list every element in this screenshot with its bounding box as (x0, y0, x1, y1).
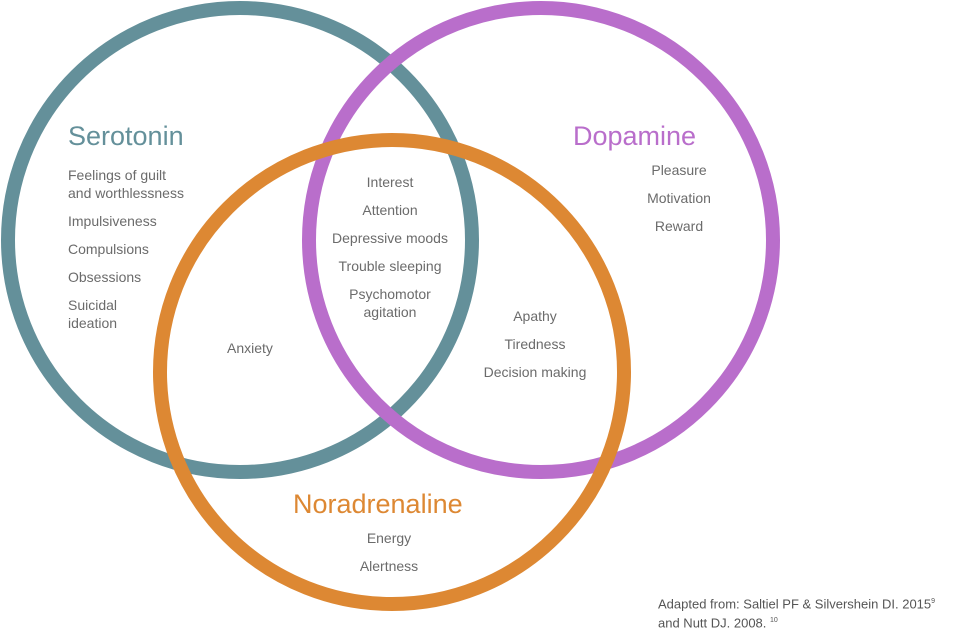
overlap-dopamine-noradrenaline-item: Apathy (513, 308, 557, 324)
dopamine-item: Motivation (647, 190, 711, 206)
overlap-all-items: Interest Attention Depressive moods Trou… (320, 173, 460, 331)
overlap-serotonin-noradrenaline-item: Anxiety (227, 340, 273, 356)
noradrenaline-items: Energy Alertness (349, 529, 429, 585)
overlap-all-item: Psychomotor agitation (349, 286, 431, 320)
noradrenaline-title: Noradrenaline (293, 489, 463, 519)
overlap-dopamine-noradrenaline-items: Apathy Tiredness Decision making (476, 307, 594, 391)
noradrenaline-item: Alertness (359, 558, 419, 574)
dopamine-item: Reward (654, 218, 704, 234)
source-ref-1: 9 (931, 598, 936, 605)
overlap-dopamine-noradrenaline-item: Decision making (483, 364, 587, 380)
dopamine-items: Pleasure Motivation Reward (636, 161, 722, 245)
dopamine-circle (302, 1, 780, 479)
serotonin-item: Suicidal ideation (68, 297, 118, 331)
overlap-dopamine-noradrenaline-item: Tiredness (504, 336, 566, 352)
overlap-all-item: Trouble sleeping (338, 258, 442, 274)
source-citation: Adapted from: Saltiel PF & Silvershein D… (658, 593, 935, 632)
serotonin-items: Feelings of guilt and worthlessness Impu… (68, 166, 184, 342)
noradrenaline-circle (153, 133, 631, 611)
serotonin-title: Serotonin (68, 121, 184, 151)
noradrenaline-item: Energy (366, 530, 412, 546)
source-line-2: and Nutt DJ. 2008. (658, 615, 767, 631)
overlap-all-item: Depressive moods (332, 230, 448, 246)
overlap-all-item: Attention (362, 202, 418, 218)
source-line-1: Adapted from: Saltiel PF & Silvershein D… (658, 596, 932, 612)
serotonin-item: Feelings of guilt and worthlessness (68, 167, 184, 201)
dopamine-item: Pleasure (651, 162, 707, 178)
dopamine-title: Dopamine (573, 121, 697, 151)
overlap-all-item: Interest (366, 174, 414, 190)
serotonin-circle (1, 1, 479, 479)
serotonin-item: Impulsiveness (68, 213, 157, 229)
source-ref-2: 10 (770, 617, 778, 625)
serotonin-item: Compulsions (68, 241, 149, 257)
serotonin-item: Obsessions (68, 269, 142, 285)
